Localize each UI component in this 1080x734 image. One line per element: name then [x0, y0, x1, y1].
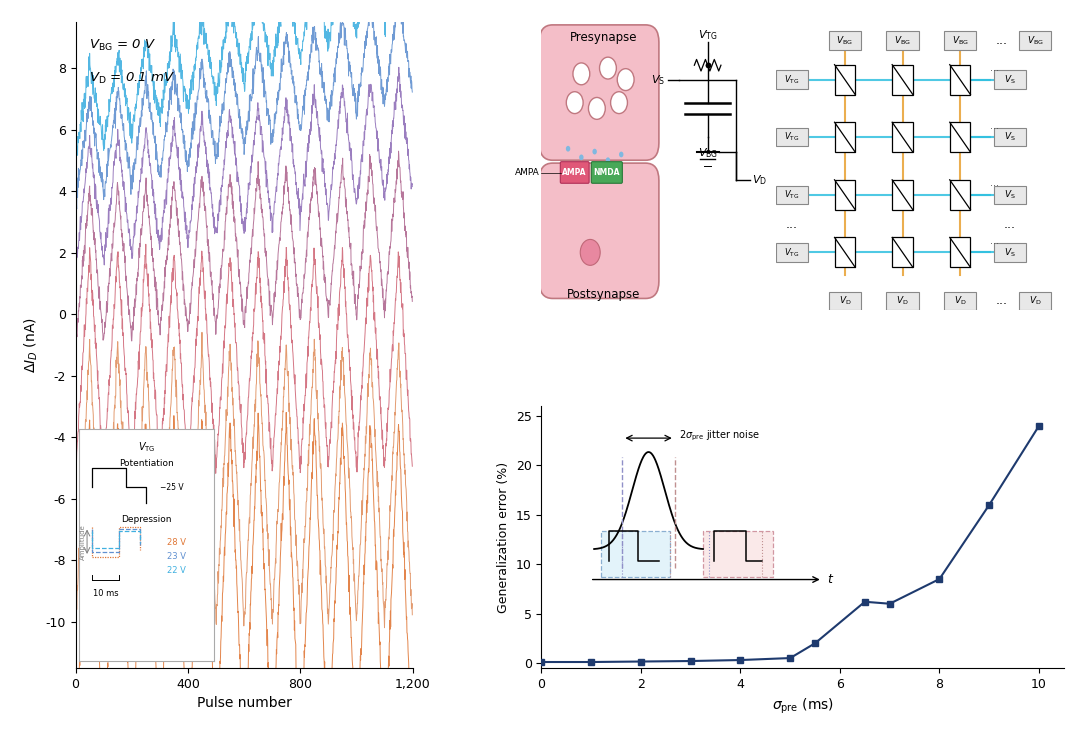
FancyBboxPatch shape	[775, 128, 808, 146]
Text: $V_{\rm S}$: $V_{\rm S}$	[651, 73, 665, 87]
Y-axis label: $\Delta I_D$ (nA): $\Delta I_D$ (nA)	[23, 317, 40, 373]
Circle shape	[566, 146, 570, 152]
Text: AMPA: AMPA	[514, 168, 539, 177]
Text: ...: ...	[990, 236, 999, 246]
FancyBboxPatch shape	[994, 128, 1026, 146]
Text: NMDA: NMDA	[594, 168, 620, 177]
FancyBboxPatch shape	[994, 70, 1026, 89]
FancyBboxPatch shape	[994, 243, 1026, 261]
Text: $V_{\rm D}$ = 0.1 mV: $V_{\rm D}$ = 0.1 mV	[89, 70, 175, 86]
FancyBboxPatch shape	[775, 70, 808, 89]
Text: Presynapse: Presynapse	[570, 31, 637, 43]
Text: $V_{\rm D}$: $V_{\rm D}$	[896, 294, 909, 307]
Bar	[835, 65, 855, 95]
Circle shape	[610, 92, 627, 114]
Text: $V_{\rm BG}$: $V_{\rm BG}$	[951, 34, 969, 47]
Text: Postsynapse: Postsynapse	[567, 288, 640, 302]
Circle shape	[566, 92, 583, 114]
Text: ...: ...	[1003, 218, 1015, 231]
Text: ...: ...	[990, 120, 999, 131]
FancyBboxPatch shape	[1018, 32, 1051, 50]
Circle shape	[593, 149, 597, 154]
FancyBboxPatch shape	[1018, 291, 1051, 310]
FancyBboxPatch shape	[775, 243, 808, 261]
Text: ...: ...	[990, 63, 999, 73]
FancyBboxPatch shape	[561, 161, 589, 184]
FancyBboxPatch shape	[944, 32, 976, 50]
Text: $V_{\rm D}$: $V_{\rm D}$	[1028, 294, 1041, 307]
Circle shape	[583, 163, 588, 169]
Text: AMPA: AMPA	[563, 168, 586, 177]
Circle shape	[618, 69, 634, 90]
FancyBboxPatch shape	[944, 291, 976, 310]
Text: $V_{\rm BG}$: $V_{\rm BG}$	[1027, 34, 1043, 47]
Text: $V_{\rm BG}$: $V_{\rm BG}$	[837, 34, 853, 47]
Circle shape	[572, 63, 590, 85]
FancyBboxPatch shape	[539, 163, 659, 299]
FancyBboxPatch shape	[828, 291, 861, 310]
FancyBboxPatch shape	[539, 25, 659, 160]
FancyBboxPatch shape	[887, 291, 919, 310]
Text: $V_{\rm TG}$: $V_{\rm TG}$	[698, 28, 717, 42]
Bar	[892, 237, 913, 267]
Text: ...: ...	[996, 294, 1008, 308]
FancyBboxPatch shape	[994, 186, 1026, 204]
Bar	[892, 65, 913, 95]
Text: $V_{\rm TG}$: $V_{\rm TG}$	[784, 246, 799, 258]
Bar	[892, 180, 913, 210]
Circle shape	[599, 57, 617, 79]
Text: $V_{\rm TG}$: $V_{\rm TG}$	[784, 73, 799, 86]
Circle shape	[579, 154, 583, 160]
Bar	[949, 237, 971, 267]
Text: $V_{\rm D}$: $V_{\rm D}$	[752, 173, 767, 187]
Text: $V_{\rm BG}$ = 0 V: $V_{\rm BG}$ = 0 V	[89, 38, 156, 54]
FancyBboxPatch shape	[592, 161, 622, 184]
Bar	[835, 237, 855, 267]
Text: $V_{\rm BG}$: $V_{\rm BG}$	[894, 34, 910, 47]
Bar	[949, 180, 971, 210]
Y-axis label: Generalization error (%): Generalization error (%)	[497, 462, 511, 613]
Text: $V_{\rm BG}$: $V_{\rm BG}$	[698, 146, 718, 159]
Text: ...: ...	[996, 34, 1008, 47]
X-axis label: $\sigma_{\rm pre}$ (ms): $\sigma_{\rm pre}$ (ms)	[771, 697, 834, 716]
Circle shape	[589, 98, 605, 120]
Text: ...: ...	[786, 218, 798, 231]
Circle shape	[619, 152, 623, 157]
Circle shape	[602, 169, 606, 175]
Circle shape	[606, 157, 610, 163]
FancyBboxPatch shape	[775, 186, 808, 204]
Text: $V_{\rm S}$: $V_{\rm S}$	[1003, 246, 1015, 258]
Bar	[949, 123, 971, 152]
Text: $V_{\rm D}$: $V_{\rm D}$	[954, 294, 967, 307]
Text: $V_{\rm S}$: $V_{\rm S}$	[1003, 73, 1015, 86]
Text: $V_{\rm TG}$: $V_{\rm TG}$	[784, 131, 799, 143]
Text: $V_{\rm D}$: $V_{\rm D}$	[838, 294, 851, 307]
FancyBboxPatch shape	[887, 32, 919, 50]
Text: $V_{\rm S}$: $V_{\rm S}$	[1003, 131, 1015, 143]
Bar	[949, 65, 971, 95]
Text: ...: ...	[990, 178, 999, 188]
Text: $V_{\rm S}$: $V_{\rm S}$	[1003, 189, 1015, 201]
Bar	[892, 123, 913, 152]
Bar	[835, 123, 855, 152]
X-axis label: Pulse number: Pulse number	[197, 697, 292, 711]
Circle shape	[580, 239, 600, 265]
Text: $V_{\rm TG}$: $V_{\rm TG}$	[784, 189, 799, 201]
Bar	[835, 180, 855, 210]
FancyBboxPatch shape	[828, 32, 861, 50]
